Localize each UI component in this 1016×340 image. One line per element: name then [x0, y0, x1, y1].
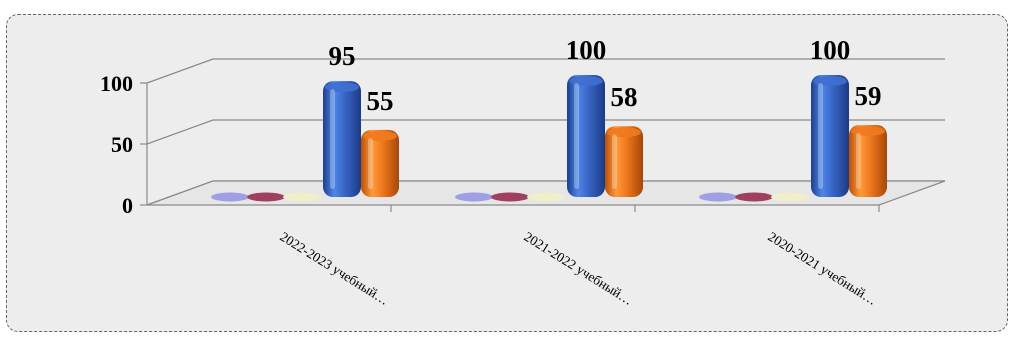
data-label: 59: [855, 81, 882, 111]
chart-marks: [211, 75, 887, 202]
bar-zero-disc: [527, 192, 565, 202]
bar: [849, 125, 887, 197]
data-label: 55: [367, 86, 394, 116]
data-label: 100: [566, 35, 607, 65]
bar-highlight: [856, 133, 861, 189]
data-label: 100: [810, 35, 851, 65]
bar-zero-disc: [455, 192, 493, 202]
y-tick-label: 100: [100, 71, 133, 96]
bar-top-cap: [851, 126, 885, 137]
bar-highlight: [612, 134, 617, 189]
bar-zero-disc: [491, 192, 529, 202]
bar: [605, 126, 643, 197]
chart-axes: [140, 82, 880, 212]
bar-highlight: [368, 137, 373, 189]
y-tick-label: 50: [111, 132, 133, 157]
bar-zero-disc: [211, 192, 249, 202]
chart-frame: 0 50 100 95 55 2022-2023 учебный… 100 58 2021-20…: [6, 14, 1008, 332]
gridline: [146, 119, 945, 145]
x-category-label: 2020-2021 учебный…: [765, 229, 879, 308]
bar-top-cap: [607, 127, 641, 138]
x-category-label: 2022-2023 учебный…: [277, 229, 391, 308]
bar-zero-disc: [735, 192, 773, 202]
bar-highlight: [574, 83, 579, 189]
bar: [323, 81, 361, 197]
x-category-label: 2021-2022 учебный…: [521, 229, 635, 308]
bar: [567, 75, 605, 197]
bar-top-cap: [363, 130, 397, 141]
bar-zero-disc: [247, 192, 285, 202]
bar-zero-disc: [699, 192, 737, 202]
bar-top-cap: [813, 76, 847, 86]
bar: [361, 129, 399, 197]
bar-zero-disc: [771, 192, 809, 202]
data-label: 95: [329, 41, 356, 71]
bar-highlight: [818, 83, 823, 189]
bar-top-cap: [325, 82, 359, 93]
y-tick-label: 0: [122, 193, 133, 218]
bar-top-cap: [569, 76, 603, 86]
bar-zero-disc: [283, 192, 321, 202]
data-label: 58: [611, 82, 638, 112]
bar: [811, 75, 849, 197]
gridline: [146, 58, 945, 84]
bar-highlight: [330, 89, 335, 189]
